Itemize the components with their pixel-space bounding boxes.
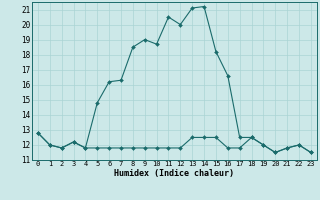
X-axis label: Humidex (Indice chaleur): Humidex (Indice chaleur) [115, 169, 234, 178]
